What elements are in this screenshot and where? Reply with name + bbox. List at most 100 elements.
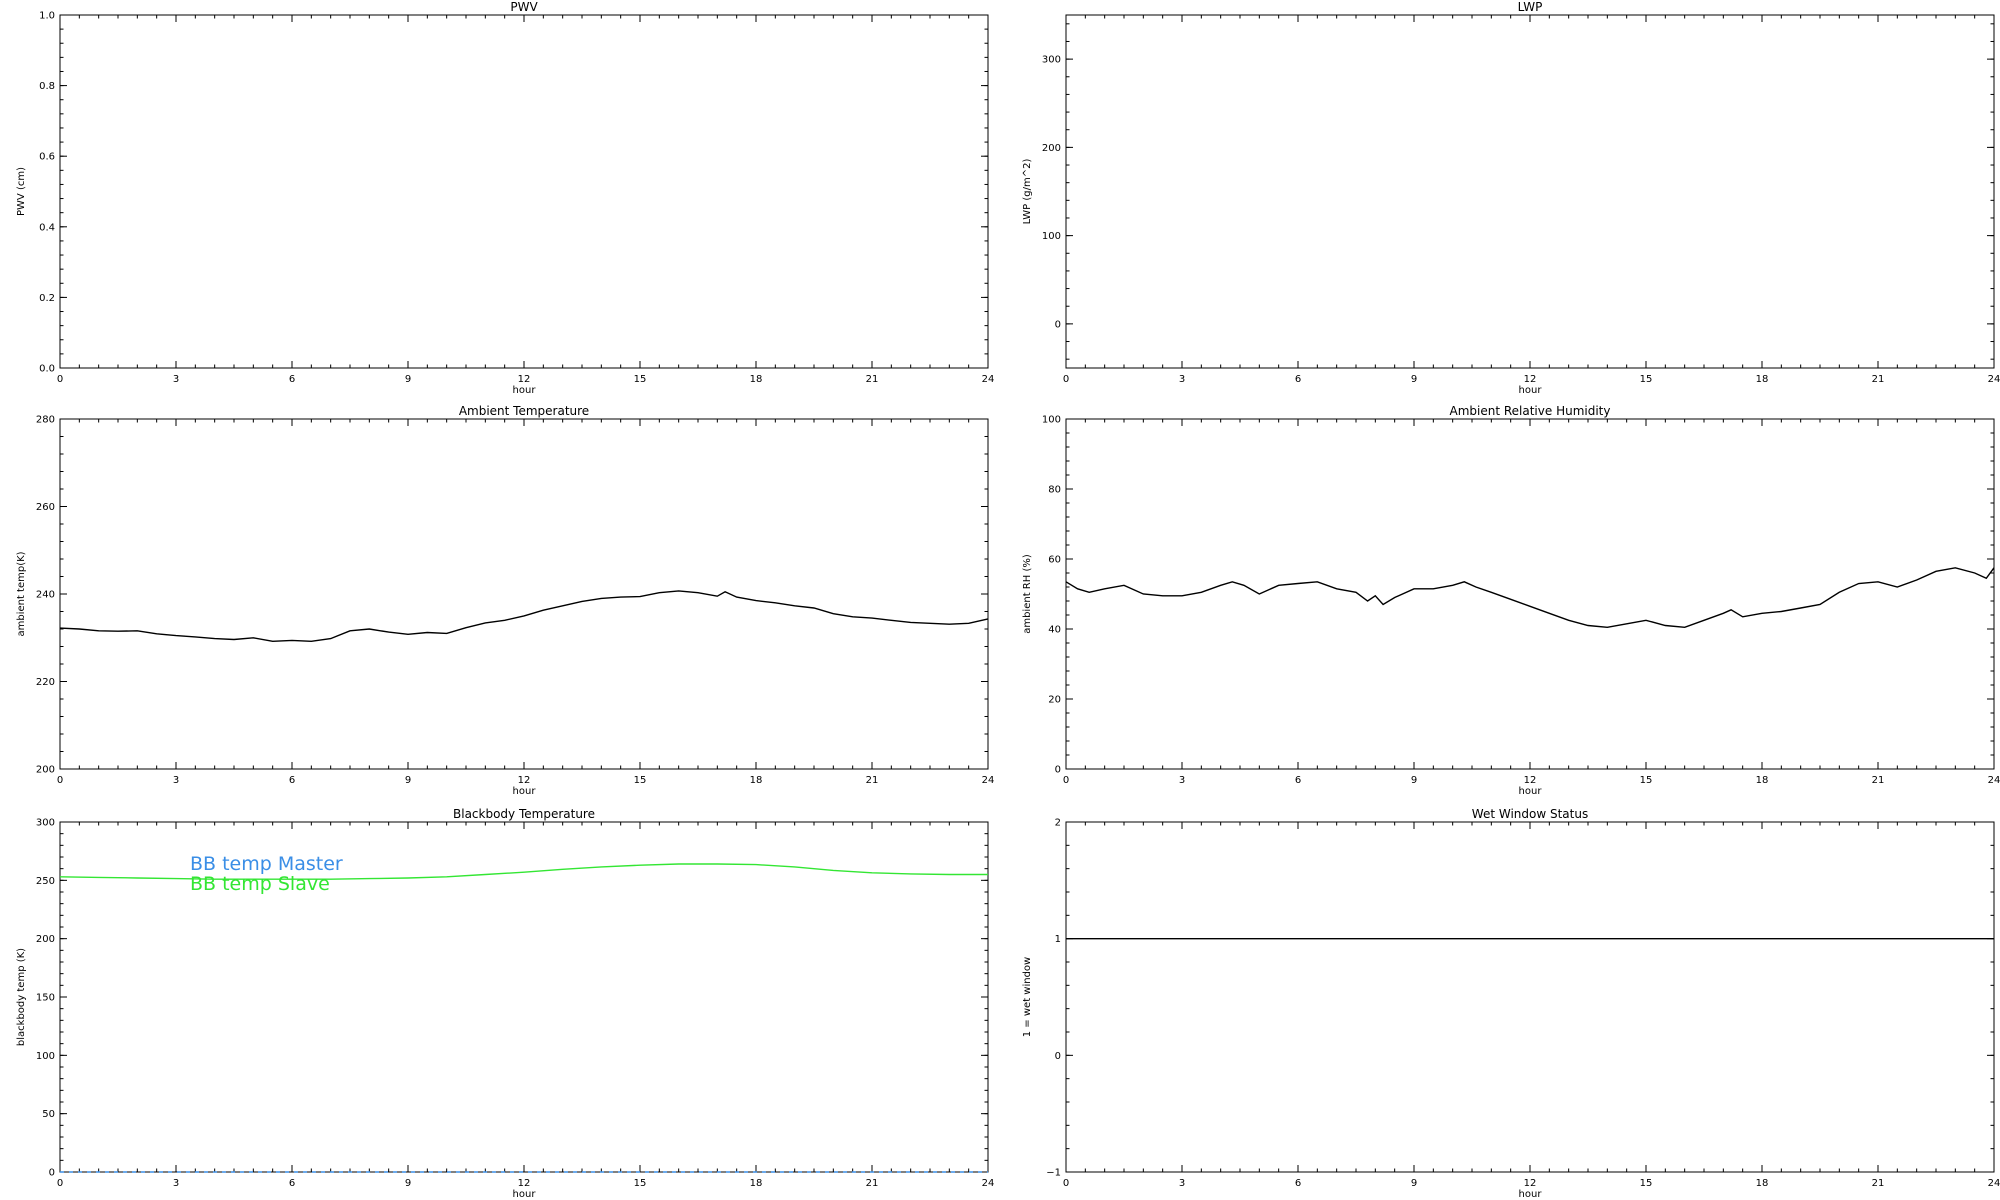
y-tick-label: −1	[1046, 1168, 1061, 1179]
x-tick-label: 12	[1524, 775, 1537, 786]
y-tick-label: 1	[1055, 934, 1061, 945]
panel-title: Ambient Temperature	[459, 404, 589, 418]
x-tick-label: 18	[1756, 1178, 1769, 1189]
y-tick-label: 200	[36, 765, 55, 776]
panel-blackbody-temperature: 0 3 6 9 12 15 18 21 24 0 50 100 150 200 250 300 Blackbod…	[16, 807, 994, 1200]
legend-entry: BB temp Master	[190, 853, 343, 875]
panel-ambient-temperature: 0 3 6 9 12 15 18 21 24 200 220 240 260 280 Ambient Tem…	[16, 404, 994, 797]
y-tick-label: 60	[1048, 555, 1061, 566]
plot-frame	[1065, 14, 1995, 369]
x-tick-label: 24	[1988, 374, 2000, 385]
x-tick-label: 24	[1988, 775, 2000, 786]
x-tick-label: 18	[750, 1178, 763, 1189]
y-tick-label: 0.4	[39, 222, 55, 233]
y-tick-label: 300	[36, 818, 55, 829]
x-tick-label: 12	[518, 1178, 531, 1189]
y-tick-label: 0.0	[39, 364, 55, 375]
y-axis-title: ambient temp(K)	[16, 551, 27, 636]
x-tick-label: 9	[1411, 1178, 1417, 1189]
y-axis-title: blackbody temp (K)	[16, 948, 27, 1046]
panel-title: Blackbody Temperature	[453, 807, 595, 821]
y-tick-label: 300	[1042, 55, 1061, 66]
x-tick-label: 18	[1756, 374, 1769, 385]
series-bb-temp-slave	[59, 863, 988, 880]
x-tick-label: 24	[982, 374, 995, 385]
y-tick-label: 280	[36, 415, 55, 426]
x-tick-label: 15	[1640, 775, 1653, 786]
y-tick-label: 40	[1048, 625, 1061, 636]
x-tick-label: 21	[866, 374, 879, 385]
plot-frame	[59, 14, 989, 369]
y-tick-label: 20	[1048, 695, 1061, 706]
x-axis-title: hour	[513, 786, 537, 797]
x-tick-label: 15	[634, 374, 647, 385]
x-tick-label: 6	[1295, 1178, 1301, 1189]
y-tick-label: 0.8	[39, 81, 55, 92]
y-tick-label: 200	[36, 934, 55, 945]
x-tick-label: 0	[57, 775, 63, 786]
x-axis-title: hour	[1519, 1189, 1543, 1200]
x-tick-label: 3	[1179, 1178, 1185, 1189]
panel-title: LWP	[1518, 0, 1543, 14]
x-tick-label: 6	[1295, 374, 1301, 385]
x-tick-label: 3	[173, 775, 179, 786]
x-tick-label: 6	[289, 374, 295, 385]
x-tick-label: 12	[518, 775, 531, 786]
x-tick-label: 0	[57, 374, 63, 385]
y-tick-label: 0	[1055, 319, 1061, 330]
y-tick-label: 2	[1055, 818, 1061, 829]
x-tick-label: 15	[1640, 1178, 1653, 1189]
plot-frame	[59, 418, 989, 770]
x-tick-label: 0	[1063, 374, 1069, 385]
x-tick-label: 0	[1063, 775, 1069, 786]
x-tick-label: 12	[1524, 374, 1537, 385]
y-tick-label: 80	[1048, 485, 1061, 496]
panel-title: Ambient Relative Humidity	[1450, 404, 1611, 418]
y-tick-label: 0	[49, 1168, 55, 1179]
y-tick-label: 50	[42, 1109, 55, 1120]
y-tick-label: 100	[1042, 415, 1061, 426]
y-tick-label: 100	[36, 1051, 55, 1062]
x-tick-label: 21	[1872, 775, 1885, 786]
x-tick-label: 0	[1063, 1178, 1069, 1189]
y-tick-label: 0.6	[39, 152, 55, 163]
x-tick-label: 24	[982, 1178, 995, 1189]
y-tick-label: 250	[36, 876, 55, 887]
plot-frame	[1065, 821, 1995, 1173]
x-tick-label: 3	[1179, 374, 1185, 385]
x-tick-label: 18	[1756, 775, 1769, 786]
x-tick-label: 3	[173, 1178, 179, 1189]
x-axis-title: hour	[1519, 786, 1543, 797]
series-line	[1065, 567, 1995, 629]
y-tick-label: 0	[1055, 1051, 1061, 1062]
x-tick-label: 6	[289, 1178, 295, 1189]
x-axis-title: hour	[513, 385, 537, 396]
legend-entry: BB temp Slave	[190, 873, 330, 895]
y-axis-title: PWV (cm)	[16, 167, 27, 216]
x-tick-label: 24	[982, 775, 995, 786]
y-tick-label: 1.0	[39, 11, 55, 22]
y-axis-title: LWP (g/m^2)	[1022, 159, 1033, 225]
x-tick-label: 9	[405, 374, 411, 385]
x-tick-label: 9	[405, 775, 411, 786]
x-tick-label: 21	[1872, 374, 1885, 385]
x-tick-label: 21	[1872, 1178, 1885, 1189]
y-tick-label: 200	[1042, 143, 1061, 154]
y-tick-label: 100	[1042, 231, 1061, 242]
x-tick-label: 9	[1411, 374, 1417, 385]
series-line	[59, 590, 989, 643]
x-tick-label: 9	[405, 1178, 411, 1189]
y-axis-title: 1 = wet window	[1022, 957, 1033, 1037]
x-tick-label: 6	[289, 775, 295, 786]
y-axis-title: ambient RH (%)	[1022, 554, 1033, 634]
plot-frame	[1065, 418, 1995, 770]
x-tick-label: 15	[1640, 374, 1653, 385]
panel-ambient-relative-humidity: 0 3 6 9 12 15 18 21 24 0 20 40 60 80 100 Ambient Relati…	[1022, 404, 2000, 797]
y-tick-label: 240	[36, 590, 55, 601]
x-tick-label: 21	[866, 1178, 879, 1189]
panel-lwp: 0 3 6 9 12 15 18 21 24 0 100 200 300 LWP hour LWP (g/m^…	[1022, 0, 2000, 396]
y-tick-label: 0	[1055, 765, 1061, 776]
x-tick-label: 3	[173, 374, 179, 385]
